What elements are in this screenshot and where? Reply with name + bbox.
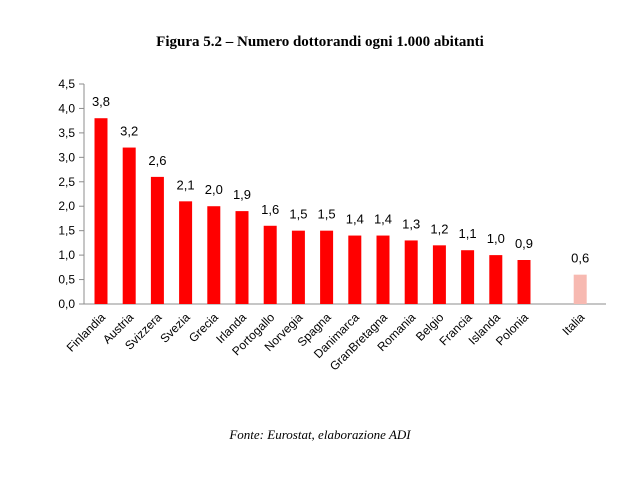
y-tick-label: 4,0 [58, 101, 75, 115]
bar [348, 235, 362, 304]
bar [489, 255, 503, 304]
data-label: 1,5 [318, 207, 336, 222]
bar [179, 201, 193, 304]
data-label: 3,2 [120, 124, 138, 139]
y-tick-label: 1,5 [58, 224, 75, 238]
x-tick-label: Francia [437, 310, 475, 348]
bar [573, 274, 587, 304]
x-tick-label: Italia [559, 310, 587, 338]
data-label: 1,9 [233, 187, 251, 202]
data-label: 0,6 [571, 251, 589, 266]
y-tick-label: 3,0 [58, 150, 75, 164]
y-tick-label: 0,0 [58, 297, 75, 311]
y-tick-label: 3,5 [58, 126, 75, 140]
data-label: 2,6 [148, 153, 166, 168]
y-tick-label: 0,5 [58, 273, 75, 287]
data-label: 1,3 [402, 216, 420, 231]
bar [461, 250, 475, 304]
bar [94, 118, 108, 304]
data-label: 3,8 [92, 94, 110, 109]
data-label: 0,9 [515, 236, 533, 251]
bar [207, 206, 221, 304]
bars [94, 118, 587, 304]
bar [291, 230, 305, 304]
y-axis: 0,0 0,5 1,0 1,5 2,0 2,5 3,0 3,5 4,0 4,5 [58, 77, 606, 311]
y-tick-label: 1,0 [58, 248, 75, 262]
bar [517, 260, 531, 304]
data-label: 2,0 [205, 182, 223, 197]
x-axis-labels: FinlandiaAustriaSvizzeraSveziaGreciaIrla… [64, 310, 588, 373]
chart-title: Figura 5.2 – Numero dottorandi ogni 1.00… [156, 34, 484, 50]
data-label: 1,0 [487, 231, 505, 246]
y-tick-label: 2,5 [58, 175, 75, 189]
bar [404, 240, 418, 304]
value-labels: 3,8 3,2 2,6 2,1 2,0 1,9 1,6 1,5 1,5 1,4 1,4 1,3 1,2 1… [92, 94, 589, 265]
data-label: 1,5 [289, 207, 307, 222]
data-label: 1,4 [374, 212, 392, 227]
y-tick-label: 4,5 [58, 77, 75, 91]
bar [235, 211, 249, 304]
data-label: 2,1 [177, 177, 195, 192]
x-tick-label: Polonia [493, 310, 531, 348]
bar [263, 225, 277, 304]
data-label: 1,4 [346, 212, 364, 227]
data-label: 1,6 [261, 202, 279, 217]
bar [376, 235, 390, 304]
y-tick-label: 2,0 [58, 199, 75, 213]
data-label: 1,1 [459, 226, 477, 241]
x-tick-label: Finlandia [64, 310, 109, 355]
source-note: Fonte: Eurostat, elaborazione ADI [229, 427, 411, 442]
bar [432, 245, 446, 304]
x-tick-label: Svezia [157, 310, 193, 346]
bar [150, 176, 164, 304]
bar [320, 230, 334, 304]
data-label: 1,2 [430, 221, 448, 236]
bar [122, 147, 136, 304]
